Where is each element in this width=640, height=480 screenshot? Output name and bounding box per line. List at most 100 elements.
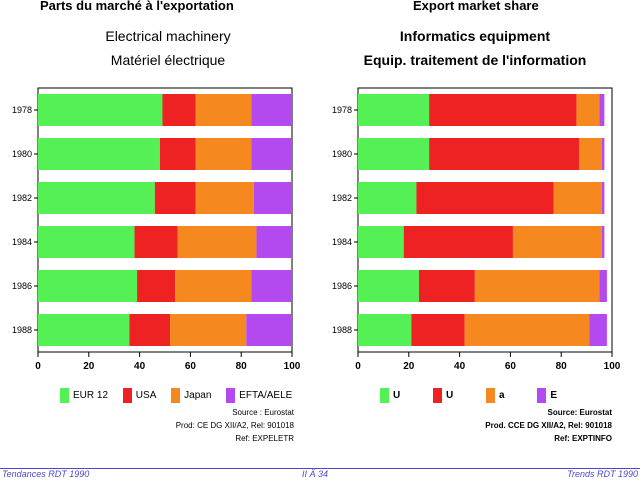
legend-label-usa: USA (135, 390, 157, 402)
left-bar-1978-s2 (195, 94, 252, 126)
left-note-ref: Ref: EXPELETR (235, 434, 294, 443)
right-bar-1978-s1 (429, 94, 577, 126)
legend-swatch-eur12 (60, 388, 69, 403)
right-bar-1986-s2 (474, 270, 600, 302)
right-bar-1982-s1 (416, 182, 554, 214)
right-ylabel-1982: 1982 (332, 193, 352, 203)
right-bar-1986-s0 (358, 270, 419, 302)
left-bar-1982-s1 (154, 182, 196, 214)
right-xlabel-60: 60 (505, 361, 517, 372)
left-note-source: Source : Eurostat (232, 408, 294, 417)
right-xlabel-20: 20 (403, 361, 415, 372)
right-xlabel-80: 80 (556, 361, 568, 372)
legend-label-efta: EFTA/AELE (239, 390, 293, 402)
right-bar-1984-s2 (512, 226, 602, 258)
right-bar-1982-s3 (601, 182, 605, 214)
right-ylabel-1986: 1986 (332, 281, 352, 291)
legend-swatch-r1 (380, 388, 389, 403)
left-xlabel-60: 60 (185, 361, 197, 372)
right-chart-title: Informatics equipment (399, 28, 551, 44)
right-note-prod: Prod. CCE DG XII/A2, Rel: 901018 (485, 421, 612, 430)
legend-label-r2: U (446, 390, 454, 402)
right-bar-1984-s1 (403, 226, 513, 258)
left-bar-1986-s0 (38, 270, 138, 302)
left-xlabel-0: 0 (35, 361, 41, 372)
left-bar-1988-s2 (170, 314, 247, 346)
left-bar-1988-s3 (246, 314, 292, 346)
left-ylabel-1980: 1980 (12, 149, 32, 159)
left-bar-1978-s3 (251, 94, 292, 126)
left-plot-frame (37, 87, 293, 353)
legend-swatch-usa (122, 388, 132, 403)
right-bar-1988-s3 (589, 314, 607, 346)
legend-swatch-r4 (537, 388, 547, 403)
left-bar-1980-s2 (195, 138, 252, 170)
right-bar-1980-s2 (578, 138, 602, 170)
left-xlabel-80: 80 (236, 361, 248, 372)
right-plot-frame (357, 87, 613, 353)
legend-item-eur12: EUR 12 (60, 388, 108, 403)
left-ylabel-1984: 1984 (12, 237, 32, 247)
left-header: Parts du marché à l'exportation (40, 0, 234, 13)
right-xlabel-0: 0 (355, 361, 361, 372)
footer-left: Tendances RDT 1990 (2, 469, 90, 479)
left-bar-1984-s3 (256, 226, 292, 258)
left-bar-1982-s0 (38, 182, 155, 214)
left-chart-title: Electrical machinery (105, 28, 231, 44)
left-ylabel-1988: 1988 (12, 325, 32, 335)
right-bar-1988-s2 (464, 314, 590, 346)
right-bar-1986-s1 (418, 270, 475, 302)
left-legend: EUR 12 USA Japan EFTA/AELE (60, 388, 304, 403)
legend-item-efta: EFTA/AELE (226, 388, 292, 403)
right-xlabel-100: 100 (604, 361, 621, 372)
right-bar-1978-s2 (576, 94, 600, 126)
legend-label-japan: Japan (184, 390, 212, 402)
right-bar-1984-s0 (358, 226, 404, 258)
right-ylabel-1978: 1978 (332, 105, 352, 115)
right-legend: U U a E (380, 388, 569, 403)
right-ylabel-1984: 1984 (332, 237, 352, 247)
legend-swatch-r2 (433, 388, 443, 403)
left-bar-1982-s3 (253, 182, 292, 214)
right-ylabel-1980: 1980 (332, 149, 352, 159)
left-xlabel-40: 40 (134, 361, 146, 372)
left-xlabel-20: 20 (83, 361, 95, 372)
left-bar-1988-s0 (38, 314, 130, 346)
right-bar-1978-s3 (599, 94, 605, 126)
right-chart-subtitle: Equip. traitement de l'information (363, 52, 587, 68)
footer-center: II Ä 34 (302, 469, 329, 479)
left-note-prod: Prod: CE DG XII/A2, Rel: 901018 (175, 421, 294, 430)
right-note-source: Source: Eurostat (547, 408, 612, 417)
right-bar-1988-s1 (411, 314, 465, 346)
legend-item-japan: Japan (171, 388, 211, 403)
legend-label-r3: a (499, 390, 505, 402)
left-ylabel-1986: 1986 (12, 281, 32, 291)
left-bar-1982-s2 (195, 182, 254, 214)
legend-item-r1: U (380, 388, 400, 403)
left-bar-1984-s2 (177, 226, 257, 258)
right-note-ref: Ref: EXPTINFO (554, 434, 612, 443)
left-ylabel-1978: 1978 (12, 105, 32, 115)
legend-swatch-r3 (486, 388, 496, 403)
right-bar-1984-s3 (601, 226, 605, 258)
left-bar-1984-s0 (38, 226, 135, 258)
left-chart-subtitle: Matériel électrique (110, 52, 226, 68)
left-bar-1986-s2 (175, 270, 252, 302)
left-bar-1980-s0 (38, 138, 160, 170)
legend-item-r2: U (433, 388, 453, 403)
right-bar-1982-s0 (358, 182, 417, 214)
left-bar-1980-s1 (159, 138, 196, 170)
legend-swatch-japan (171, 388, 181, 403)
legend-item-usa: USA (122, 388, 157, 403)
right-bar-1980-s1 (429, 138, 579, 170)
right-ylabel-1988: 1988 (332, 325, 352, 335)
legend-item-r3: a (486, 388, 505, 403)
legend-swatch-efta (226, 388, 236, 403)
left-bar-1980-s3 (251, 138, 292, 170)
legend-item-r4: E (537, 388, 557, 403)
left-bar-1988-s1 (129, 314, 171, 346)
right-bar-1986-s3 (599, 270, 607, 302)
right-chart: 1978 1980 1982 1984 1986 1988 0 20 40 60 80 100 (332, 87, 621, 372)
legend-label-r1: U (393, 390, 401, 402)
left-bar-1986-s3 (251, 270, 292, 302)
